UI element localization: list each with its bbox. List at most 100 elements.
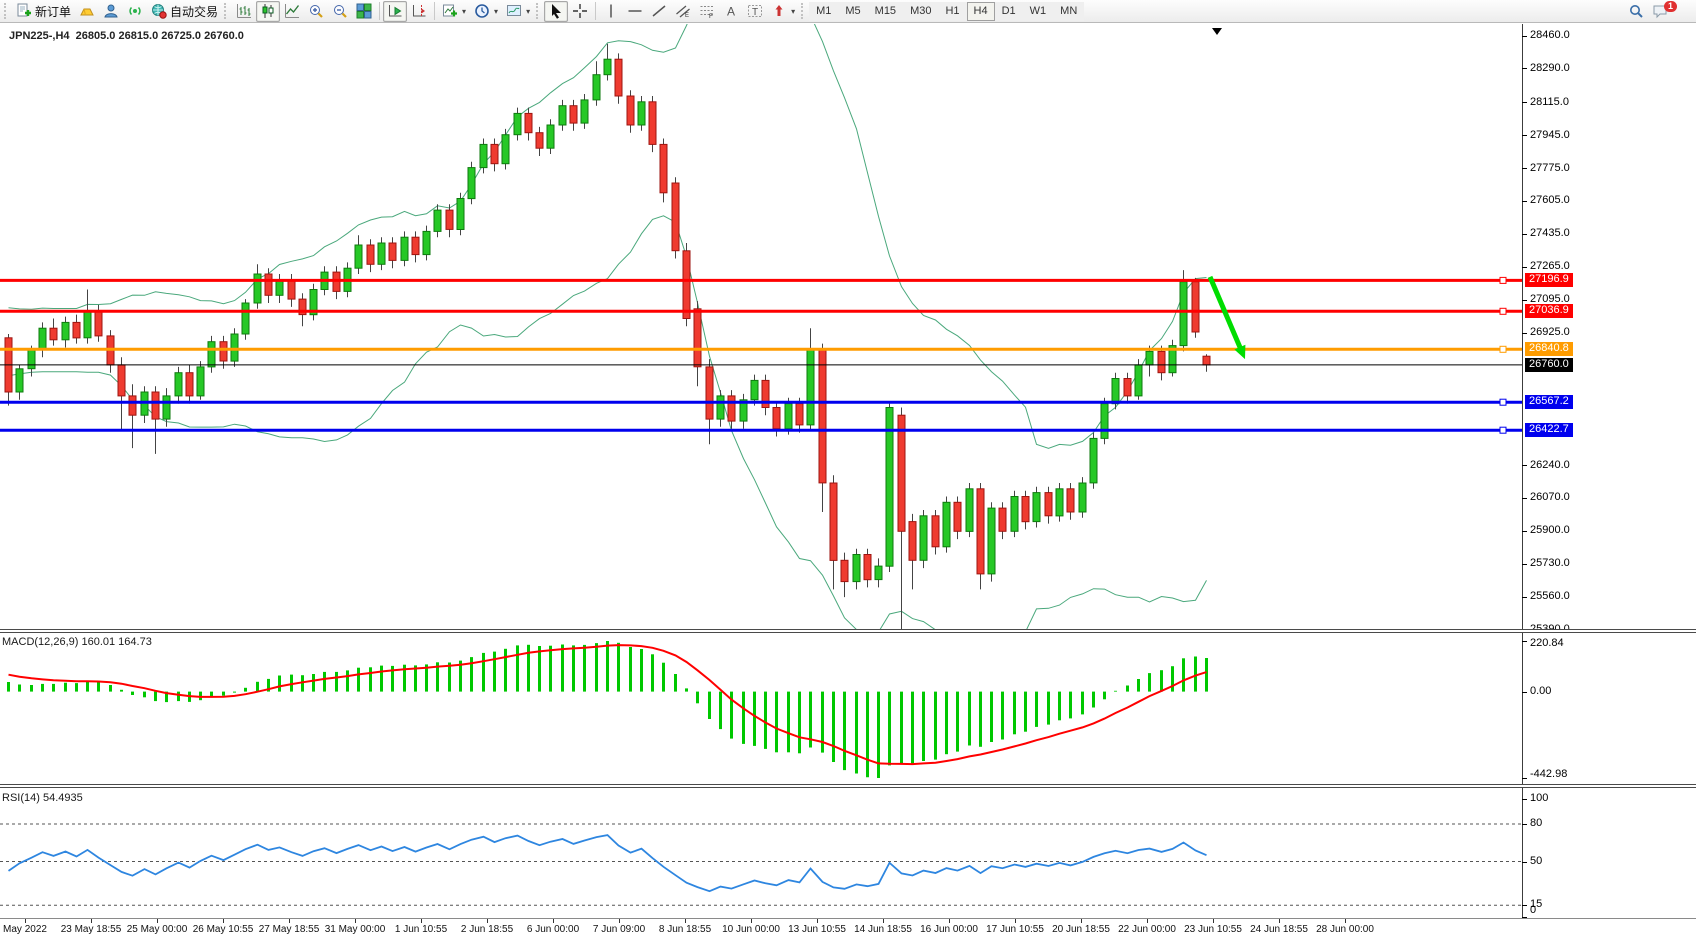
rsi-panel-canvas[interactable] — [0, 788, 1522, 918]
arrows-tool-button[interactable]: ▾ — [767, 1, 799, 22]
new-order-label: 新订单 — [35, 4, 72, 19]
line-chart-mode-button[interactable] — [280, 1, 304, 22]
text-tool-button[interactable]: A — [719, 1, 743, 22]
panel-separator-rsi[interactable] — [0, 784, 1696, 788]
chart-shift-button[interactable] — [407, 1, 431, 22]
cursor-icon — [552, 4, 562, 19]
clock-icon — [475, 4, 489, 18]
auto-trading-label: 自动交易 — [170, 4, 219, 19]
price-level-label: 26422.7 — [1525, 423, 1573, 438]
profile-icon — [104, 4, 118, 18]
price-level-label: 27196.9 — [1525, 273, 1573, 288]
svg-text:T: T — [752, 7, 758, 18]
timeframe-button-M1[interactable]: M1 — [809, 1, 839, 21]
timeframe-button-H1[interactable]: H1 — [938, 1, 967, 21]
zoom-in-icon — [310, 5, 323, 18]
zoom-in-button[interactable] — [304, 1, 328, 22]
price-tick-label: 25900.0 — [1530, 524, 1570, 537]
group-handle[interactable] — [536, 3, 540, 19]
price-axis[interactable]: 28460.0 28290.0 28115.0 27945.0 27775.0 27605… — [1522, 24, 1696, 635]
auto-scroll-button[interactable] — [383, 0, 408, 22]
svg-text:F: F — [709, 13, 713, 19]
main-chart-canvas[interactable] — [0, 24, 1522, 629]
price-tick-label: 25730.0 — [1530, 557, 1570, 570]
new-order-icon — [17, 3, 31, 17]
template-icon — [507, 5, 522, 16]
macd-axis[interactable]: 220.84 0.00 -442.98 — [1522, 633, 1696, 784]
price-tick-label: 27095.0 — [1530, 293, 1570, 306]
templates-dropdown-caret: ▾ — [526, 6, 531, 16]
crosshair-icon — [573, 4, 588, 18]
price-level-label: 26840.8 — [1525, 342, 1573, 357]
timeframe-button-M15[interactable]: M15 — [867, 1, 904, 21]
price-level-label: 27036.9 — [1525, 304, 1573, 319]
price-tick-label: 27435.0 — [1530, 227, 1570, 240]
channel-tool-button[interactable]: E — [671, 1, 695, 22]
indicators-icon — [443, 4, 458, 17]
search-icon — [1629, 5, 1643, 18]
templates-button[interactable]: ▾ — [502, 1, 534, 22]
fibonacci-tool-button[interactable]: F — [695, 1, 719, 22]
group-handle[interactable] — [801, 3, 805, 19]
timeframe-button-MN[interactable]: MN — [1053, 1, 1085, 21]
timeframe-button-M5[interactable]: M5 — [838, 1, 868, 21]
price-tick-label: 28460.0 — [1530, 29, 1570, 41]
indicators-button[interactable]: ▾ — [438, 1, 470, 22]
chat-button[interactable]: 1 — [1648, 0, 1688, 22]
toolbar-right-cluster: 1 — [1624, 0, 1694, 22]
zoom-out-button[interactable] — [328, 1, 352, 22]
symbol-info-line: JPN225-,H4 26805.0 26815.0 26725.0 26760… — [9, 30, 244, 42]
text-label-icon: T — [748, 5, 763, 18]
group-handle[interactable] — [224, 3, 228, 19]
new-order-button[interactable]: 新订单 — [12, 1, 75, 22]
chart-window: JPN225-,H4 26805.0 26815.0 26725.0 26760… — [0, 24, 1696, 940]
chart-shift-icon — [413, 5, 426, 17]
time-axis-label: 2 Jun 18:55 — [460, 924, 514, 935]
chat-badge: 1 — [1663, 0, 1677, 12]
time-axis-label: 24 Jun 18:55 — [1250, 924, 1308, 935]
time-axis-label: May 2022 — [3, 924, 47, 935]
vertical-line-tool-button[interactable] — [599, 1, 623, 22]
time-axis-label: 27 May 18:55 — [258, 924, 320, 935]
tile-windows-button[interactable] — [352, 1, 376, 22]
time-axis-label: 23 Jun 10:55 — [1184, 924, 1242, 935]
periods-button[interactable]: ▾ — [470, 1, 502, 22]
profile-button[interactable] — [99, 1, 123, 22]
timeframe-button-W1[interactable]: W1 — [1022, 1, 1054, 21]
price-tick-label: 28115.0 — [1530, 95, 1569, 108]
candlestick-mode-button[interactable] — [256, 0, 281, 22]
price-level-label: 26760.0 — [1525, 357, 1573, 372]
timeframe-bar: M1 M5 M15 M30 H1 H4 D1 W1 MN — [809, 1, 1085, 21]
gold-button[interactable] — [75, 1, 99, 22]
signal-button[interactable] — [123, 1, 147, 22]
price-tick-label: 27265.0 — [1530, 260, 1570, 273]
text-icon: A — [727, 5, 735, 19]
auto-scroll-icon — [389, 5, 402, 17]
auto-trading-button[interactable]: 自动交易 — [147, 1, 222, 22]
time-axis-label: 17 Jun 10:55 — [986, 924, 1044, 935]
time-axis-label: 26 May 10:55 — [192, 924, 254, 935]
trendline-tool-button[interactable] — [647, 1, 671, 22]
fibonacci-icon: F — [700, 6, 714, 19]
search-button[interactable] — [1624, 1, 1648, 22]
time-axis-label: 8 Jun 18:55 — [658, 924, 712, 935]
rsi-axis[interactable]: 100 80 50 15 0 — [1522, 788, 1696, 918]
text-label-tool-button[interactable]: T — [743, 1, 767, 22]
timeframe-button-M30[interactable]: M30 — [903, 1, 939, 21]
time-axis[interactable]: May 2022 23 May 18:55 25 May 00:00 26 May 1… — [0, 918, 1696, 940]
toolbar-drag-handle[interactable] — [4, 3, 8, 19]
timeframe-button-H4[interactable]: H4 — [966, 1, 995, 21]
cursor-tool-button[interactable] — [544, 0, 569, 22]
macd-panel-canvas[interactable] — [0, 633, 1522, 784]
vertical-line-icon — [610, 4, 612, 18]
bar-chart-mode-button[interactable] — [232, 1, 256, 22]
candlestick-icon — [262, 4, 274, 18]
timeframe-button-D1[interactable]: D1 — [994, 1, 1023, 21]
panel-separator-macd[interactable] — [0, 629, 1696, 633]
macd-label: MACD(12,26,9) 160.01 164.73 — [2, 636, 152, 648]
time-axis-label: 1 Jun 10:55 — [394, 924, 448, 935]
time-axis-label: 14 Jun 18:55 — [854, 924, 912, 935]
bar-chart-icon — [237, 4, 252, 18]
crosshair-tool-button[interactable] — [568, 1, 592, 22]
horizontal-line-tool-button[interactable] — [623, 1, 647, 22]
